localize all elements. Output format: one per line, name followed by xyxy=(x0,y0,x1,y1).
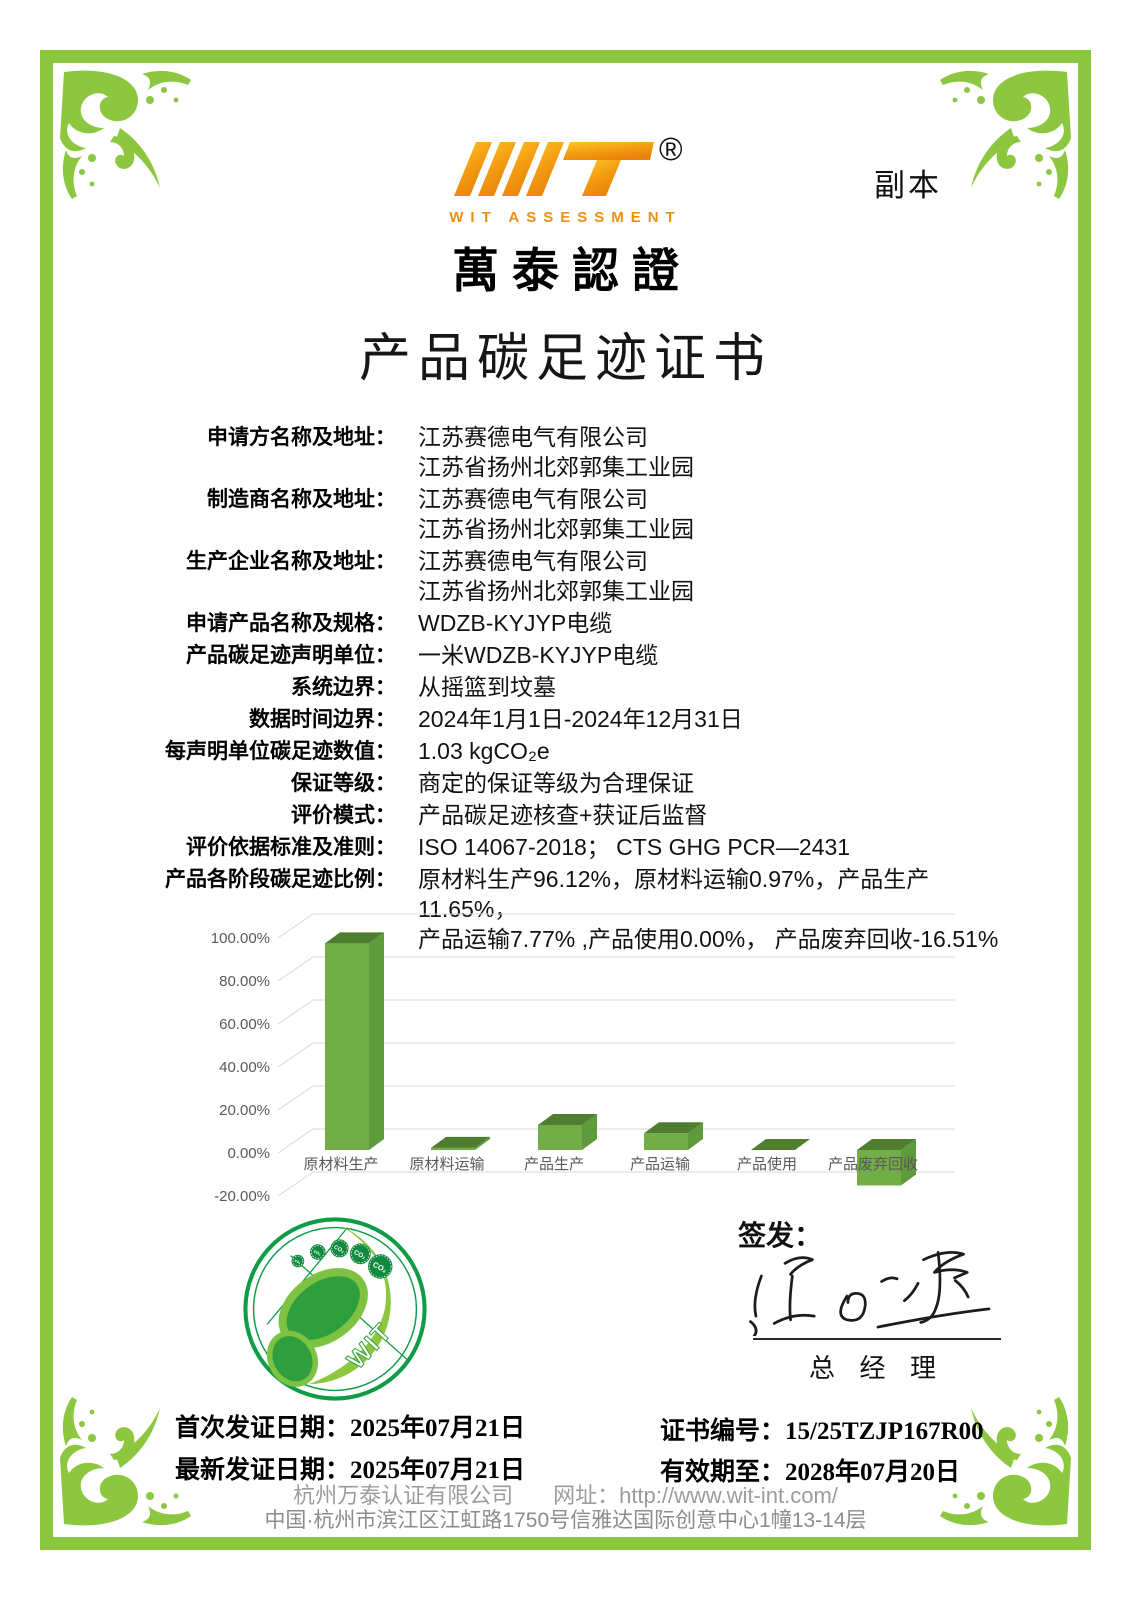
certifier-logo: ® WIT ASSESSMENT 萬泰認證 xyxy=(0,130,1131,301)
svg-text:100.00%: 100.00% xyxy=(211,930,270,947)
field-value: ISO 14067-2018； CTS GHG PCR—2431 xyxy=(418,834,851,860)
field-row: 保证等级： 商定的保证等级为合理保证 xyxy=(150,768,1020,798)
border-right xyxy=(1078,50,1091,1550)
field-value: 江苏赛德电气有限公司 江苏省扬州北郊郭集工业园 xyxy=(418,486,694,542)
svg-text:60.00%: 60.00% xyxy=(219,1016,270,1033)
svg-text:CO₂: CO₂ xyxy=(333,1245,346,1256)
field-row: 产品各阶段碳足迹比例： 原材料生产96.12%，原材料运输0.97%，产品生产11… xyxy=(150,864,1020,954)
svg-text:产品废弃回收: 产品废弃回收 xyxy=(828,1156,918,1173)
svg-text:产品运输: 产品运输 xyxy=(630,1156,690,1173)
field-label: 数据时间边界： xyxy=(249,707,396,731)
svg-text:80.00%: 80.00% xyxy=(219,973,270,990)
field-value: 一米WDZB-KYJYP电缆 xyxy=(418,642,659,668)
svg-text:原材料运输: 原材料运输 xyxy=(409,1156,484,1173)
field-value: 江苏赛德电气有限公司 江苏省扬州北郊郭集工业园 xyxy=(418,424,694,480)
border-top xyxy=(40,50,1091,63)
field-label: 每声明单位碳足迹数值： xyxy=(165,739,396,763)
footer-website: 网址：http://www.wit-int.com/ xyxy=(553,1483,838,1508)
certificate-number: 证书编号：15/25TZJP167R00 xyxy=(660,1418,984,1445)
field-value: 从摇篮到坟墓 xyxy=(418,674,556,700)
field-label: 产品各阶段碳足迹比例： xyxy=(165,867,396,891)
field-label: 评价依据标准及准则： xyxy=(186,835,396,859)
issued-by-label: 签发： xyxy=(738,1221,823,1252)
field-label: 申请方名称及地址： xyxy=(207,425,396,449)
certificate-fields: 申请方名称及地址： 江苏赛德电气有限公司 江苏省扬州北郊郭集工业园 制造商名称及地址：… xyxy=(150,422,1020,956)
svg-text:0.00%: 0.00% xyxy=(227,1145,270,1162)
footprint-heel xyxy=(266,1330,318,1387)
field-row: 每声明单位碳足迹数值： 1.03 kgCO₂e xyxy=(150,736,1020,766)
field-row: 数据时间边界： 2024年1月1日-2024年12月31日 xyxy=(150,704,1020,734)
field-row: 评价模式： 产品碳足迹核查+获证后监督 xyxy=(150,800,1020,830)
svg-text:原材料生产: 原材料生产 xyxy=(303,1156,378,1173)
certificate-title: 产品碳足迹证书 xyxy=(358,331,772,388)
field-label: 申请产品名称及规格： xyxy=(186,611,396,635)
field-value: WDZB-KYJYP电缆 xyxy=(418,610,613,636)
field-value: 2024年1月1日-2024年12月31日 xyxy=(418,706,743,732)
field-row: 申请产品名称及规格： WDZB-KYJYP电缆 xyxy=(150,608,1020,638)
svg-text:产品使用: 产品使用 xyxy=(737,1156,797,1173)
wit-logo-mark: ® xyxy=(453,131,683,196)
seal-swoosh xyxy=(308,1226,391,1385)
svg-text:产品生产: 产品生产 xyxy=(524,1156,584,1173)
valid-until-date: 有效期至：2028年07月20日 xyxy=(660,1459,961,1486)
field-value: 1.03 kgCO₂e xyxy=(418,738,550,764)
field-row: 评价依据标准及准则： ISO 14067-2018； CTS GHG PCR—24… xyxy=(150,832,1020,862)
field-label: 保证等级： xyxy=(291,771,396,795)
field-label: 系统边界： xyxy=(291,675,396,699)
field-label: 生产企业名称及地址： xyxy=(186,549,396,573)
svg-text:20.00%: 20.00% xyxy=(219,1102,270,1119)
border-left xyxy=(40,50,53,1550)
border-bottom xyxy=(40,1537,1091,1550)
field-value: 原材料生产96.12%，原材料运输0.97%，产品生产11.65%， 产品运输7.… xyxy=(418,866,999,952)
field-label: 评价模式： xyxy=(291,803,396,827)
field-value: 江苏赛德电气有限公司 江苏省扬州北郊郭集工业园 xyxy=(418,548,694,604)
footer-company-line: 杭州万泰认证有限公司 网址：http://www.wit-int.com/ xyxy=(0,1478,1131,1510)
registered-trademark-icon: ® xyxy=(659,131,683,167)
copy-label: 副本 xyxy=(874,168,942,203)
field-value: 商定的保证等级为合理保证 xyxy=(418,770,694,796)
field-value: 产品碳足迹核查+获证后监督 xyxy=(418,802,708,828)
signer-title: 总 经 理 xyxy=(808,1354,945,1383)
first-issue-date: 首次发证日期：2025年07月21日 xyxy=(175,1415,526,1442)
carbon-stage-chart: 100.00% 80.00% 60.00% 40.00% 20.00% 0.00% -20.… xyxy=(190,888,970,1210)
field-label: 产品碳足迹声明单位： xyxy=(186,643,396,667)
field-row: 生产企业名称及地址： 江苏赛德电气有限公司 江苏省扬州北郊郭集工业园 xyxy=(150,546,1020,606)
signature-image xyxy=(749,1251,991,1336)
svg-text:-20.00%: -20.00% xyxy=(214,1188,270,1205)
svg-text:40.00%: 40.00% xyxy=(219,1059,270,1076)
latest-issue-date: 最新发证日期：2025年07月21日 xyxy=(175,1457,526,1484)
svg-text:co₂: co₂ xyxy=(294,1258,302,1265)
footer-company: 杭州万泰认证有限公司 xyxy=(293,1483,514,1508)
logo-subtitle: WIT ASSESSMENT xyxy=(449,209,682,226)
field-row: 申请方名称及地址： 江苏赛德电气有限公司 江苏省扬州北郊郭集工业园 xyxy=(150,422,1020,482)
svg-text:co₂: co₂ xyxy=(312,1249,321,1257)
field-row: 产品碳足迹声明单位： 一米WDZB-KYJYP电缆 xyxy=(150,640,1020,670)
field-row: 制造商名称及地址： 江苏赛德电气有限公司 江苏省扬州北郊郭集工业园 xyxy=(150,484,1020,544)
logo-chinese-name: 萬泰認證 xyxy=(452,244,692,297)
field-row: 系统边界： 从摇篮到坟墓 xyxy=(150,672,1020,702)
field-label: 制造商名称及地址： xyxy=(207,487,396,511)
footer-address: 中国·杭州市滨江区江虹路1750号信雅达国际创意中心1幢13-14层 xyxy=(264,1509,867,1532)
signature-underline xyxy=(753,1338,1001,1340)
